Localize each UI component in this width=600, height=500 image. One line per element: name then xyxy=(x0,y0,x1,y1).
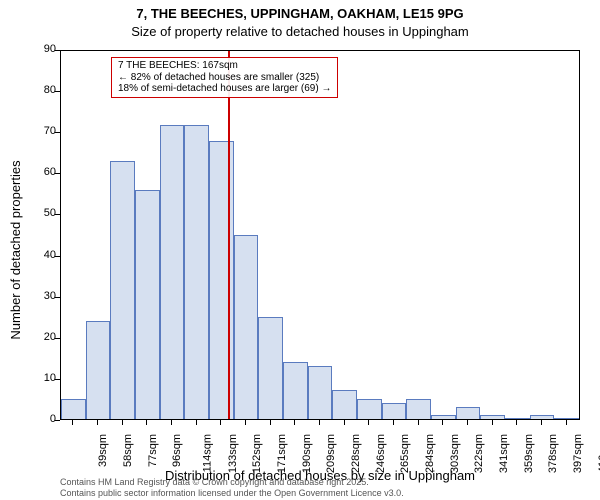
histogram-bar xyxy=(406,399,431,419)
x-tick xyxy=(393,420,394,425)
y-tick-label: 90 xyxy=(16,43,56,55)
histogram-bar xyxy=(135,190,160,419)
x-tick xyxy=(516,420,517,425)
y-tick-label: 0 xyxy=(16,413,56,425)
x-tick xyxy=(220,420,221,425)
histogram-bar xyxy=(357,399,382,419)
x-tick-label: 96sqm xyxy=(171,434,183,467)
histogram-bar xyxy=(308,366,333,419)
marker-line xyxy=(228,51,230,419)
histogram-bar xyxy=(456,407,481,419)
annotation-line2: ← 82% of detached houses are smaller (32… xyxy=(118,72,331,84)
x-tick xyxy=(122,420,123,425)
x-tick-label: 39sqm xyxy=(97,434,109,467)
histogram-bar xyxy=(160,125,185,419)
x-tick xyxy=(368,420,369,425)
chart-title-sub: Size of property relative to detached ho… xyxy=(0,24,600,39)
y-tick-label: 50 xyxy=(16,207,56,219)
plot-area: 7 THE BEECHES: 167sqm ← 82% of detached … xyxy=(60,50,580,420)
x-tick xyxy=(171,420,172,425)
x-tick xyxy=(344,420,345,425)
x-tick xyxy=(270,420,271,425)
histogram-bar xyxy=(431,415,456,419)
histogram-bar xyxy=(61,399,86,419)
histogram-bar xyxy=(554,418,579,419)
attribution-line1: Contains HM Land Registry data © Crown c… xyxy=(60,477,404,487)
x-tick xyxy=(294,420,295,425)
annotation-line1: 7 THE BEECHES: 167sqm xyxy=(118,60,331,72)
histogram-bar xyxy=(86,321,111,419)
x-tick xyxy=(541,420,542,425)
y-tick-label: 60 xyxy=(16,166,56,178)
y-tick-label: 10 xyxy=(16,372,56,384)
histogram-bar xyxy=(110,161,135,419)
x-tick xyxy=(146,420,147,425)
y-tick-label: 30 xyxy=(16,290,56,302)
histogram-bar xyxy=(505,418,530,419)
histogram-bar xyxy=(184,125,209,419)
x-tick xyxy=(196,420,197,425)
histogram-bar xyxy=(283,362,308,419)
histogram-bar xyxy=(382,403,407,419)
histogram-bar xyxy=(480,415,505,419)
histogram-bar xyxy=(332,390,357,419)
annotation-line3: 18% of semi-detached houses are larger (… xyxy=(118,83,331,95)
property-size-chart: 7, THE BEECHES, UPPINGHAM, OAKHAM, LE15 … xyxy=(0,0,600,500)
x-tick xyxy=(566,420,567,425)
x-tick xyxy=(442,420,443,425)
x-tick xyxy=(467,420,468,425)
attribution-line2: Contains public sector information licen… xyxy=(60,488,404,498)
annotation-box: 7 THE BEECHES: 167sqm ← 82% of detached … xyxy=(111,57,338,98)
attribution: Contains HM Land Registry data © Crown c… xyxy=(60,477,404,498)
x-tick xyxy=(492,420,493,425)
x-tick xyxy=(97,420,98,425)
y-tick-label: 80 xyxy=(16,84,56,96)
x-tick-label: 58sqm xyxy=(122,434,134,467)
x-tick xyxy=(319,420,320,425)
y-tick-label: 40 xyxy=(16,249,56,261)
chart-title-main: 7, THE BEECHES, UPPINGHAM, OAKHAM, LE15 … xyxy=(0,6,600,21)
x-tick-label: 114sqm xyxy=(201,434,213,472)
x-tick-label: 77sqm xyxy=(147,434,159,467)
x-tick xyxy=(245,420,246,425)
y-tick-label: 20 xyxy=(16,331,56,343)
histogram-bar xyxy=(530,415,555,419)
y-tick-label: 70 xyxy=(16,125,56,137)
x-tick xyxy=(72,420,73,425)
x-tick xyxy=(418,420,419,425)
histogram-bar xyxy=(234,235,259,419)
histogram-bar xyxy=(258,317,283,419)
